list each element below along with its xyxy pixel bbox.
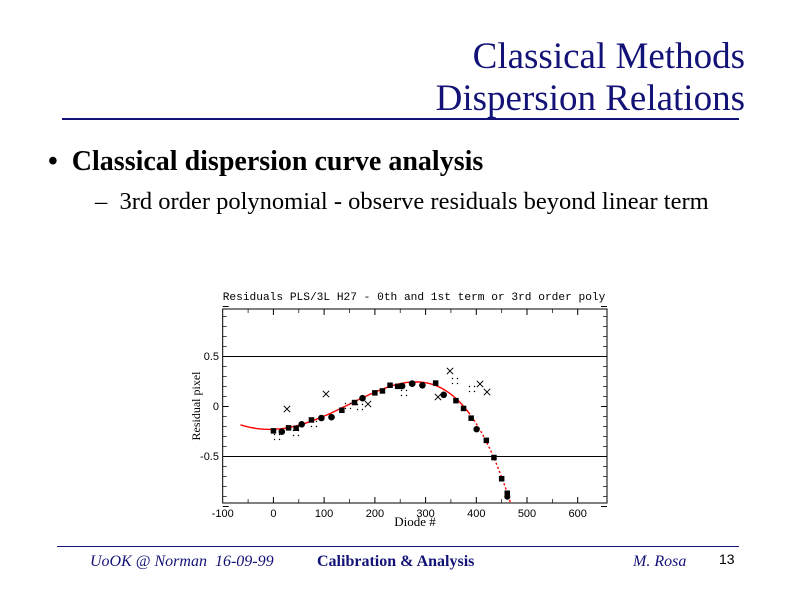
svg-text:0.5: 0.5 xyxy=(204,351,219,363)
svg-text:200: 200 xyxy=(366,508,384,520)
svg-text:500: 500 xyxy=(518,508,536,520)
svg-text:-100: -100 xyxy=(212,508,234,520)
svg-text:0: 0 xyxy=(213,401,219,413)
svg-text:0: 0 xyxy=(270,508,276,520)
svg-text:Residual pixel: Residual pixel xyxy=(190,371,203,441)
svg-text:Residuals PLS/3L H27 - 0th and: Residuals PLS/3L H27 - 0th and 1st term … xyxy=(223,292,606,304)
svg-text:-0.5: -0.5 xyxy=(200,451,219,463)
svg-text:400: 400 xyxy=(467,508,485,520)
svg-text:Diode #: Diode # xyxy=(394,514,436,527)
svg-text:100: 100 xyxy=(315,508,333,520)
svg-text:600: 600 xyxy=(569,508,587,520)
